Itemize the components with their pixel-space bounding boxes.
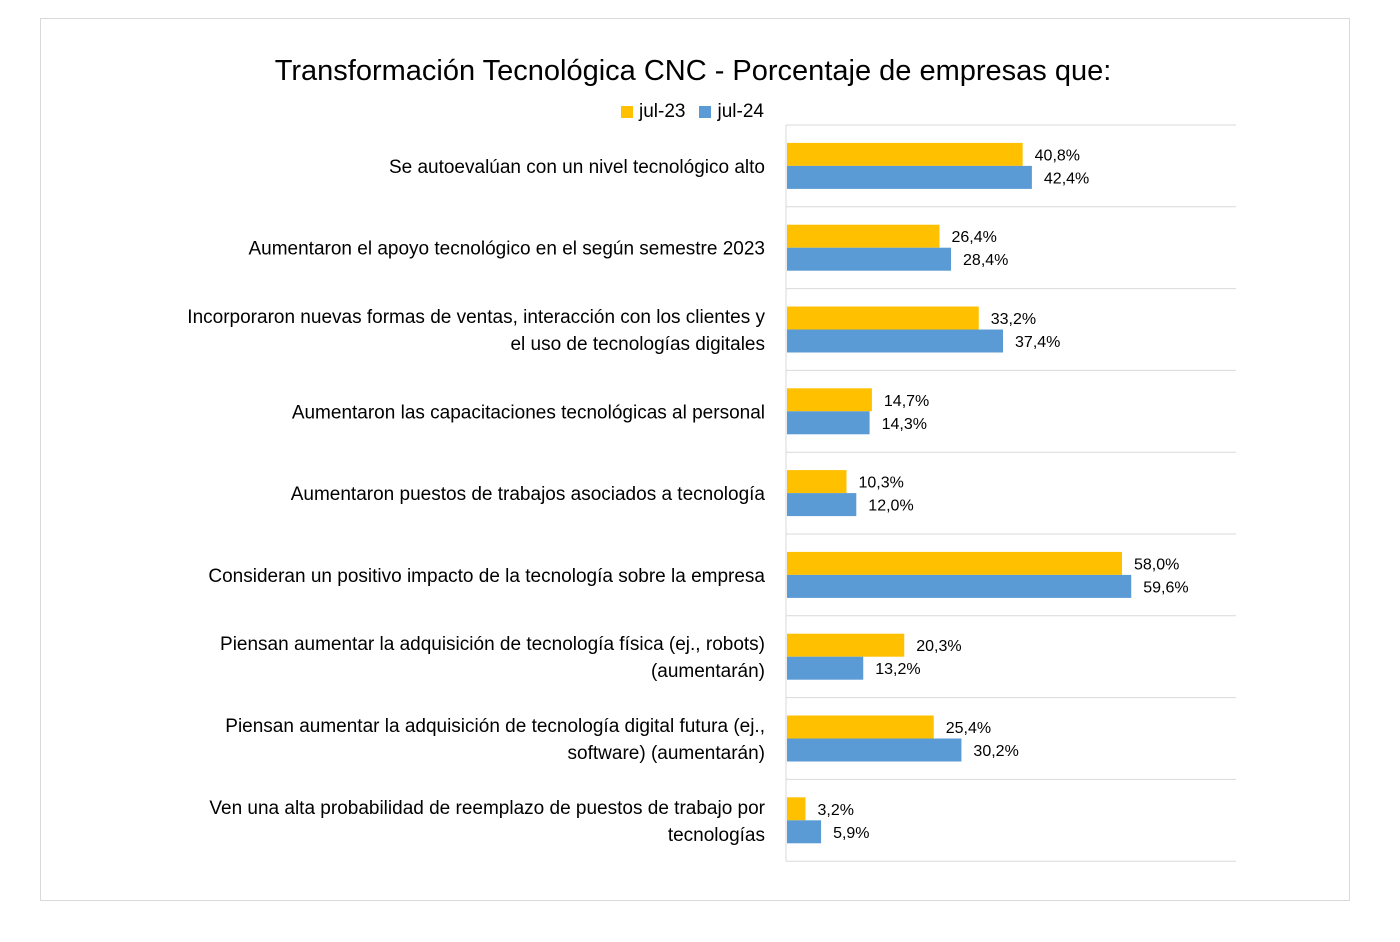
data-label: 20,3% bbox=[916, 638, 961, 655]
data-label: 25,4% bbox=[946, 720, 991, 737]
category-label: Piensan aumentar la adquisición de tecno… bbox=[220, 634, 765, 682]
data-label: 59,6% bbox=[1143, 579, 1188, 596]
data-label: 3,2% bbox=[817, 802, 853, 819]
data-label: 28,4% bbox=[963, 252, 1008, 269]
category-label-line: Ven una alta probabilidad de reemplazo d… bbox=[209, 798, 765, 819]
category-label-line: tecnologías bbox=[668, 825, 765, 846]
data-label: 33,2% bbox=[991, 311, 1036, 328]
category-label: Se autoevalúan con un nivel tecnológico … bbox=[389, 157, 765, 178]
category-label-line: Se autoevalúan con un nivel tecnológico … bbox=[389, 157, 765, 178]
legend: jul-23 jul-24 bbox=[621, 100, 778, 124]
legend-label-jul-24: jul-24 bbox=[717, 101, 764, 122]
bar-jul-24 bbox=[787, 656, 864, 680]
bar-jul-23 bbox=[787, 715, 934, 739]
bar-jul-24 bbox=[787, 738, 962, 762]
bar-jul-23 bbox=[787, 470, 847, 494]
data-label: 42,4% bbox=[1044, 170, 1089, 187]
chart-frame: Transformación Tecnológica CNC - Porcent… bbox=[40, 18, 1350, 901]
legend-label-jul-23: jul-23 bbox=[639, 101, 686, 122]
data-label: 10,3% bbox=[858, 475, 903, 492]
category-label: Aumentaron puestos de trabajos asociados… bbox=[291, 484, 766, 505]
category-label: Aumentaron las capacitaciones tecnológic… bbox=[292, 402, 765, 423]
data-label: 5,9% bbox=[833, 825, 869, 842]
data-label: 37,4% bbox=[1015, 334, 1060, 351]
bar-jul-24 bbox=[787, 329, 1004, 353]
bar-jul-24 bbox=[787, 574, 1132, 598]
bar-jul-23 bbox=[787, 797, 806, 821]
category-label-line: Aumentaron las capacitaciones tecnológic… bbox=[292, 402, 765, 423]
legend-swatch-jul-24 bbox=[699, 106, 712, 118]
bar-jul-23 bbox=[787, 224, 940, 248]
legend-item-jul-23: jul-23 bbox=[621, 101, 685, 123]
data-label: 30,2% bbox=[973, 743, 1018, 760]
category-label: Piensan aumentar la adquisición de tecno… bbox=[225, 716, 765, 764]
data-label: 58,0% bbox=[1134, 556, 1179, 573]
category-label-line: Piensan aumentar la adquisición de tecno… bbox=[220, 634, 765, 655]
legend-item-jul-24: jul-24 bbox=[699, 101, 764, 123]
bar-jul-23 bbox=[787, 633, 905, 657]
data-label: 12,0% bbox=[868, 498, 913, 515]
bar-jul-24 bbox=[787, 411, 870, 435]
legend-swatch-jul-23 bbox=[621, 106, 633, 118]
bar-jul-23 bbox=[787, 388, 872, 412]
category-label-line: software) (aumentarán) bbox=[568, 743, 765, 764]
category-label-line: Consideran un positivo impacto de la tec… bbox=[208, 566, 765, 587]
bar-jul-23 bbox=[787, 142, 1023, 166]
data-label: 14,7% bbox=[884, 393, 929, 410]
category-label-line: el uso de tecnologías digitales bbox=[510, 334, 765, 355]
bar-jul-24 bbox=[787, 493, 857, 517]
category-label-line: (aumentarán) bbox=[651, 661, 765, 682]
category-label: Ven una alta probabilidad de reemplazo d… bbox=[209, 798, 765, 846]
data-label: 26,4% bbox=[951, 229, 996, 246]
category-label-line: Aumentaron el apoyo tecnológico en el se… bbox=[248, 239, 765, 260]
bar-jul-23 bbox=[787, 306, 979, 330]
category-label-line: Aumentaron puestos de trabajos asociados… bbox=[291, 484, 766, 505]
bar-jul-23 bbox=[787, 551, 1122, 575]
category-label: Consideran un positivo impacto de la tec… bbox=[208, 566, 765, 587]
bar-jul-24 bbox=[787, 820, 822, 844]
category-label: Incorporaron nuevas formas de ventas, in… bbox=[187, 307, 765, 355]
bar-jul-24 bbox=[787, 165, 1032, 189]
chart-title: Transformación Tecnológica CNC - Porcent… bbox=[274, 55, 1112, 87]
category-label-line: Piensan aumentar la adquisición de tecno… bbox=[225, 716, 765, 737]
data-label: 14,3% bbox=[882, 416, 927, 433]
bar-jul-24 bbox=[787, 247, 952, 271]
data-label: 13,2% bbox=[875, 661, 920, 678]
category-label-line: Incorporaron nuevas formas de ventas, in… bbox=[187, 307, 765, 328]
category-label: Aumentaron el apoyo tecnológico en el se… bbox=[248, 239, 765, 260]
bar-chart-plot: Se autoevalúan con un nivel tecnológico … bbox=[187, 124, 1236, 862]
data-label: 40,8% bbox=[1035, 147, 1080, 164]
